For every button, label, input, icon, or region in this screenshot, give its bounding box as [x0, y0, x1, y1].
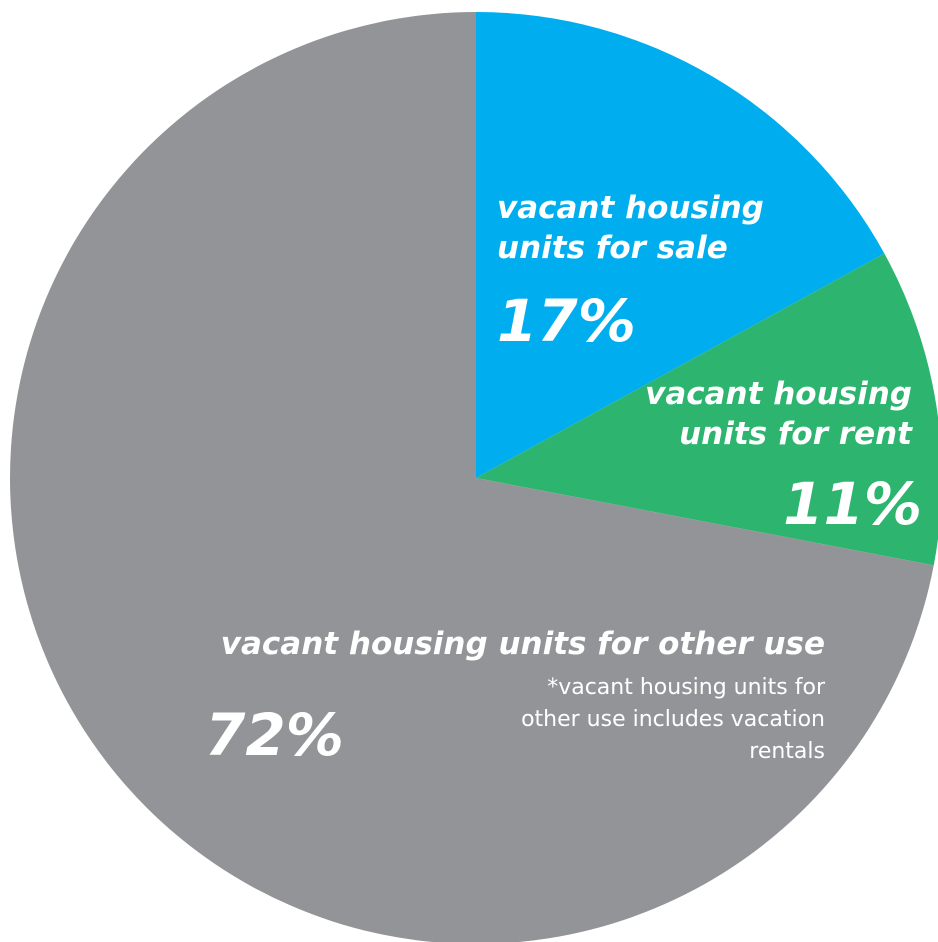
value-label: 72% [205, 701, 344, 769]
value-label: 11% [783, 470, 922, 538]
slice-label: vacant housing units for sale [497, 190, 764, 267]
pie-slice [476, 12, 885, 478]
pie-slice [476, 253, 938, 566]
pie-slice [10, 12, 934, 942]
slice-label: vacant housing units for rent [645, 376, 912, 453]
value-label: 17% [497, 287, 636, 355]
annotation: *vacant housing units for other use incl… [521, 675, 825, 764]
slice-label: vacant housing units for other use [220, 626, 825, 662]
